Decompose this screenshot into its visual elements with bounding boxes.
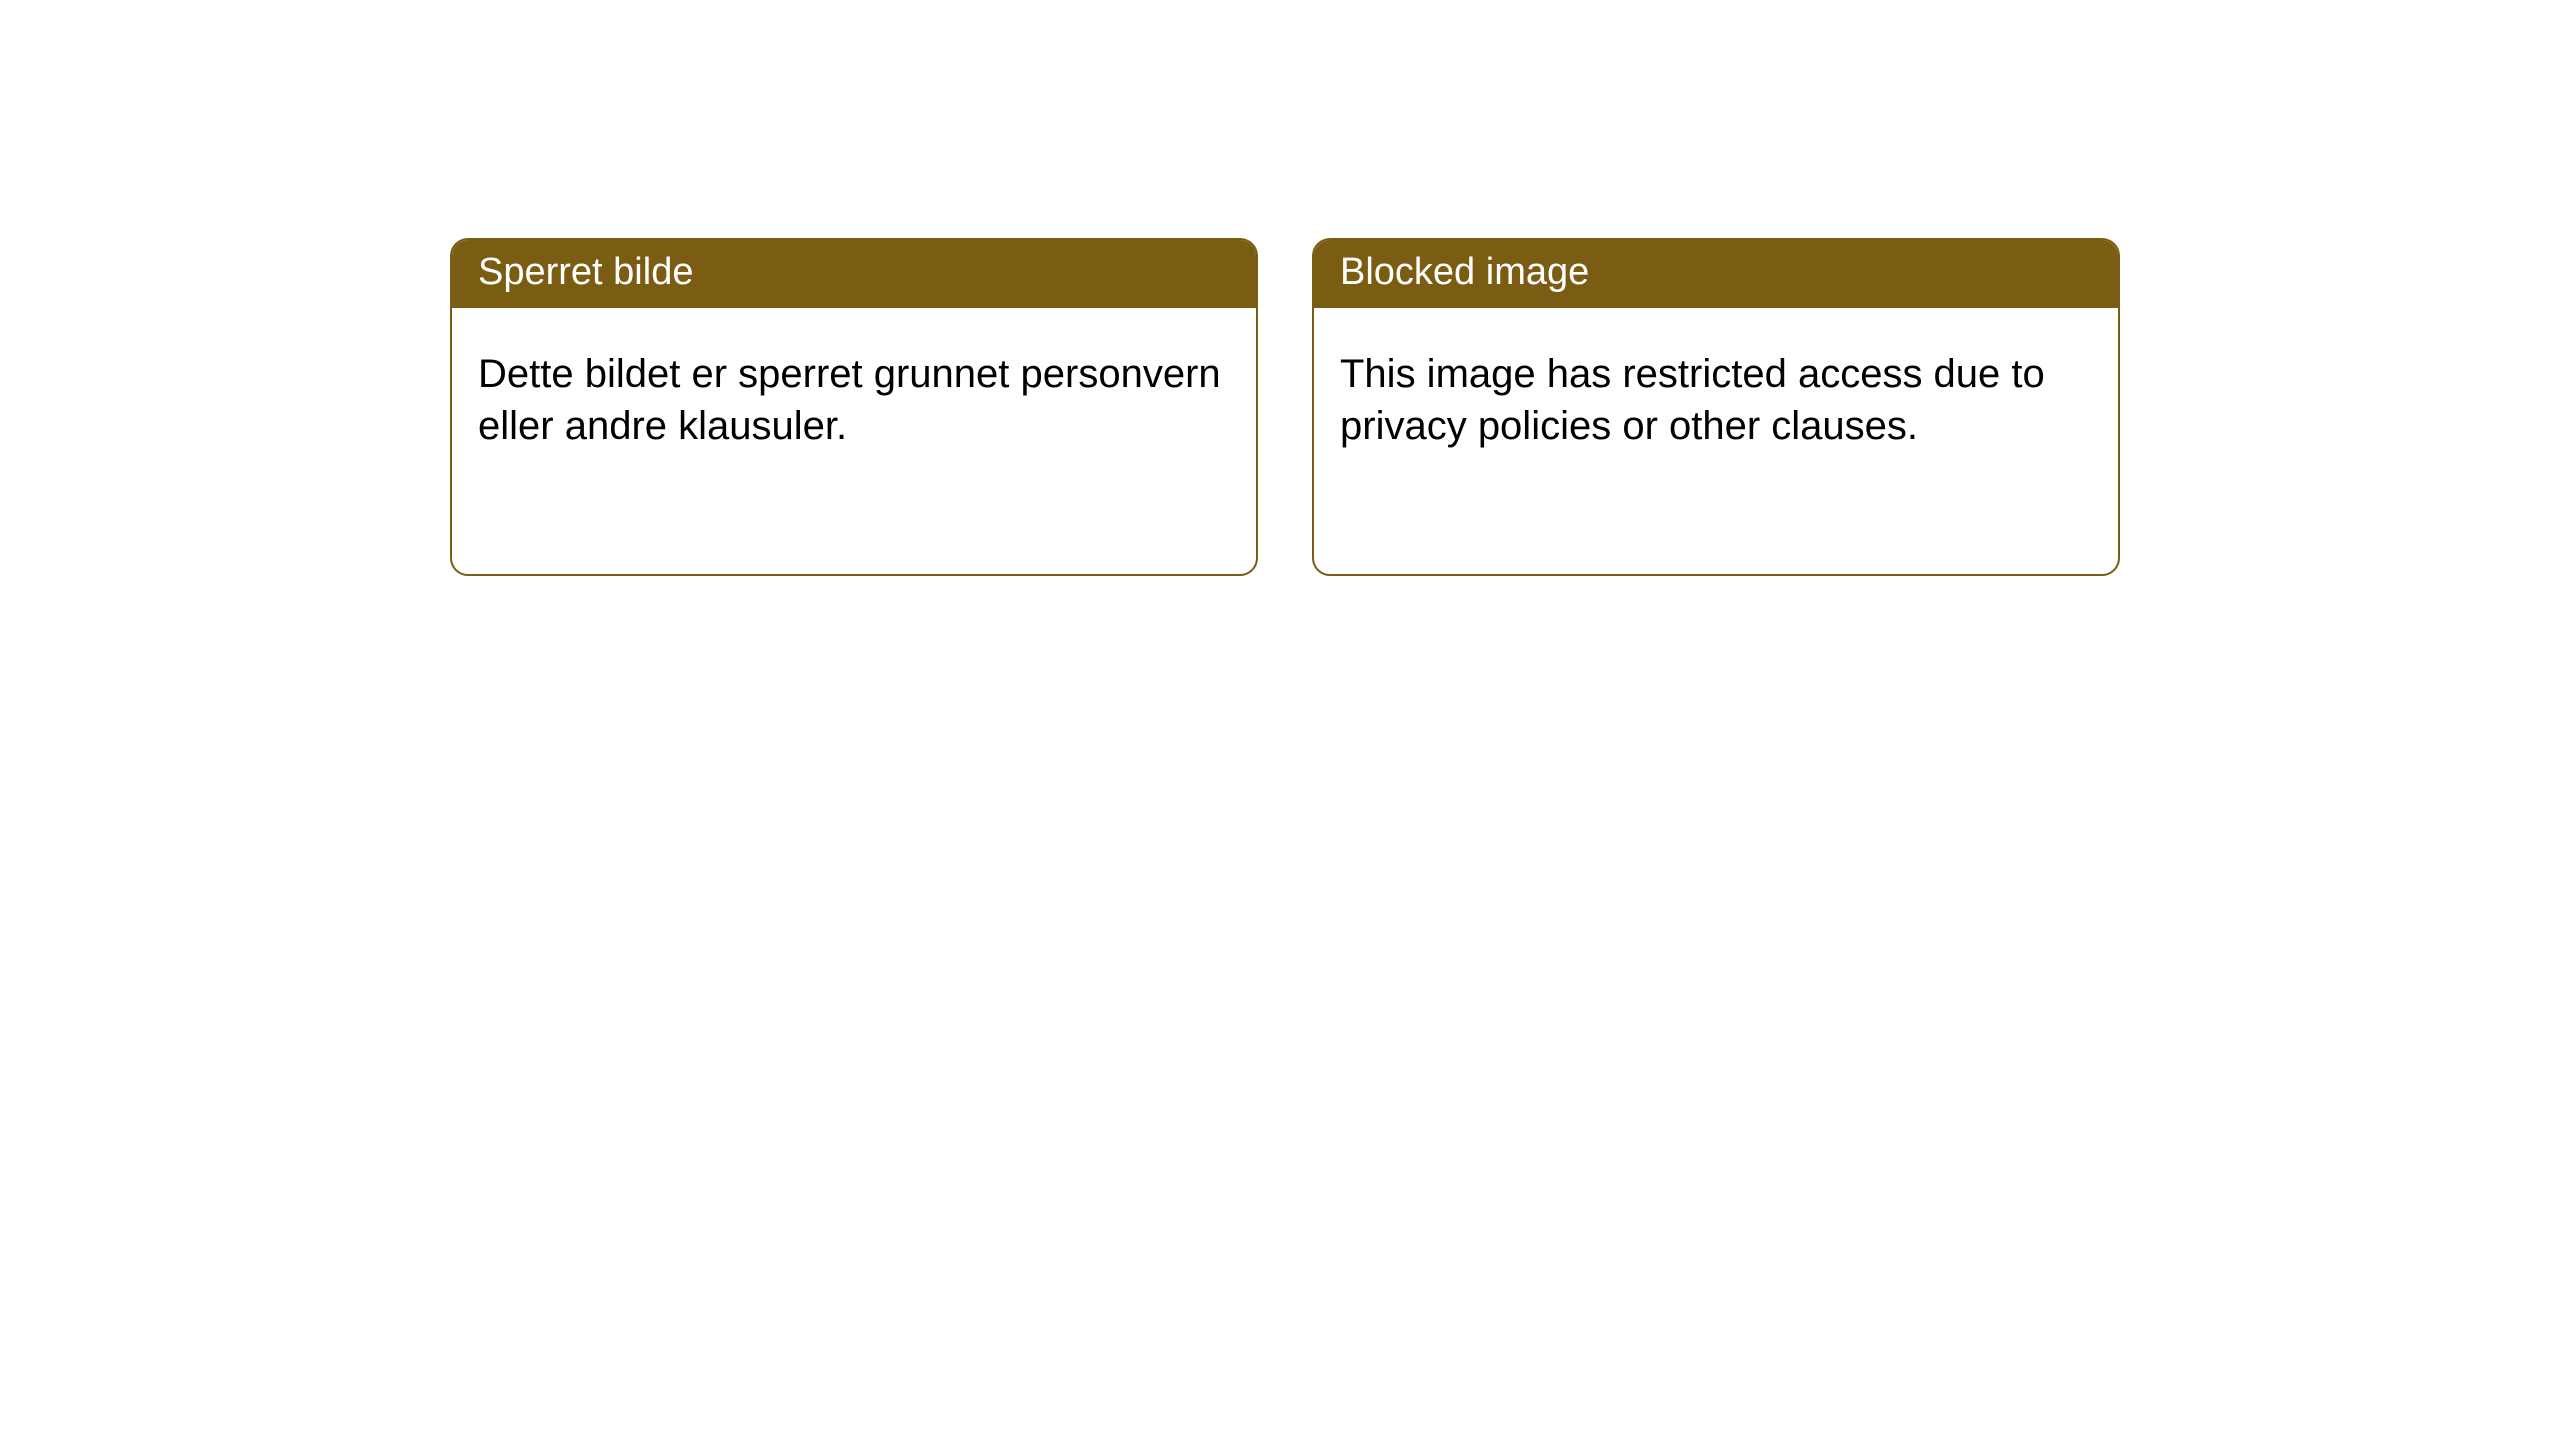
notice-container: Sperret bilde Dette bildet er sperret gr… bbox=[0, 0, 2560, 576]
card-message-norwegian: Dette bildet er sperret grunnet personve… bbox=[452, 308, 1256, 478]
card-title-norwegian: Sperret bilde bbox=[452, 240, 1256, 308]
blocked-image-card-norwegian: Sperret bilde Dette bildet er sperret gr… bbox=[450, 238, 1258, 576]
blocked-image-card-english: Blocked image This image has restricted … bbox=[1312, 238, 2120, 576]
card-message-english: This image has restricted access due to … bbox=[1314, 308, 2118, 478]
card-title-english: Blocked image bbox=[1314, 240, 2118, 308]
